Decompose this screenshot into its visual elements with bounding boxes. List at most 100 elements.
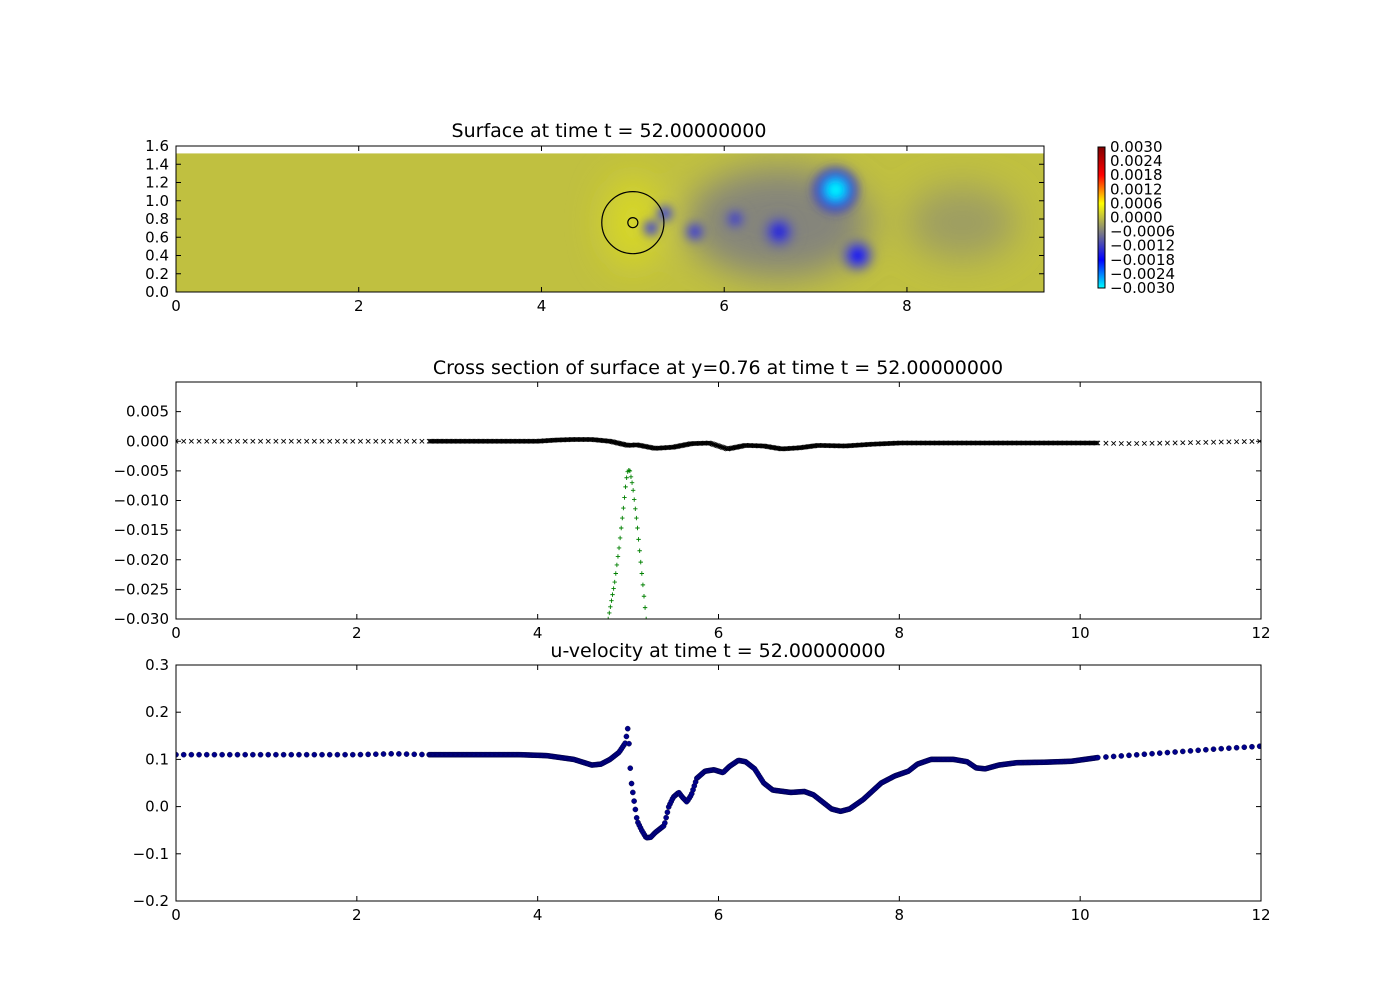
surface-elevation-point bbox=[1234, 439, 1240, 445]
u-velocity-marks bbox=[176, 725, 1261, 841]
surface-elevation-point bbox=[1195, 439, 1201, 446]
cross-section-x-tick-label: 2 bbox=[352, 624, 362, 642]
cross-section-y-tick-label: −0.030 bbox=[113, 610, 169, 628]
u-velocity-point bbox=[203, 751, 210, 758]
u-velocity-point bbox=[326, 751, 333, 758]
surface-elevation-point bbox=[1249, 438, 1255, 444]
bottom-depression-point bbox=[617, 535, 623, 541]
bottom-depression-point bbox=[613, 571, 618, 576]
u-velocity-point bbox=[1141, 751, 1148, 758]
surface-elevation-point bbox=[327, 438, 333, 444]
u-velocity-point bbox=[311, 751, 318, 758]
surface-elevation-point bbox=[234, 438, 241, 444]
bottom-depression-point bbox=[632, 497, 637, 502]
body-outline-circle bbox=[601, 191, 665, 255]
u-velocity-point bbox=[628, 780, 635, 787]
u-velocity-point bbox=[403, 751, 410, 757]
surface-elevation-point bbox=[365, 438, 371, 444]
u-velocity-point bbox=[663, 814, 669, 821]
colorbar-tick-label: −0.0024 bbox=[1110, 265, 1175, 283]
surface-y-tick-label: 1.6 bbox=[145, 137, 169, 155]
surface-field bbox=[176, 146, 1044, 292]
u-velocity-point bbox=[388, 750, 394, 757]
surface-elevation-point bbox=[1211, 439, 1217, 445]
surface-elevation-point bbox=[1094, 440, 1100, 446]
u-velocity-point bbox=[242, 751, 248, 758]
surface-elevation-point bbox=[1218, 439, 1224, 445]
u-velocity-point bbox=[411, 751, 418, 758]
surface-elevation-point bbox=[411, 438, 417, 444]
cross-section-y-tick-label: 0.000 bbox=[126, 432, 169, 450]
bottom-depression-point bbox=[605, 616, 611, 619]
surface-x-tick-label: 4 bbox=[537, 297, 547, 315]
bottom-depression-point bbox=[634, 515, 639, 521]
surface-y-tick-label: 0.4 bbox=[145, 247, 169, 265]
u-velocity-point bbox=[373, 751, 379, 757]
surface-elevation-point bbox=[1180, 440, 1186, 446]
u-velocity-point bbox=[631, 798, 637, 804]
u-velocity-y-tick-label: −0.2 bbox=[133, 892, 169, 910]
bottom-depression-point bbox=[627, 468, 633, 474]
surface-outside-domain bbox=[176, 146, 1044, 154]
surface-elevation-point bbox=[404, 438, 410, 444]
surface-elevation-point bbox=[1141, 440, 1147, 446]
u-velocity-point bbox=[1241, 744, 1248, 751]
surface-elevation-point bbox=[373, 438, 379, 444]
surface-elevation-point bbox=[188, 438, 194, 444]
surface-elevation-point bbox=[1149, 440, 1155, 446]
u-velocity-point bbox=[1226, 745, 1232, 751]
u-velocity-point bbox=[1103, 754, 1109, 760]
surface-x-tick-label: 8 bbox=[902, 297, 912, 315]
u-velocity-point bbox=[1187, 748, 1194, 754]
colorbar-tick-label: 0.0000 bbox=[1110, 209, 1163, 227]
bottom-depression-point bbox=[637, 548, 642, 553]
bottom-depression-point bbox=[621, 505, 626, 511]
surface-elevation-point bbox=[350, 438, 356, 444]
u-velocity-point bbox=[1195, 747, 1201, 754]
surface-panel: Surface at time t = 52.00000000 0 2 4 6 8 0.0… bbox=[145, 120, 1175, 315]
bottom-depression-point bbox=[630, 488, 636, 493]
surface-elevation-point bbox=[250, 438, 256, 444]
colorbar-tick-label: 0.0006 bbox=[1110, 194, 1163, 212]
bottom-depression-point bbox=[639, 571, 645, 576]
bottom-depression-point bbox=[619, 525, 624, 531]
u-velocity-point bbox=[273, 751, 279, 758]
u-velocity-point bbox=[188, 751, 195, 758]
u-velocity-point bbox=[342, 751, 348, 758]
surface-y-tick-label: 1.4 bbox=[145, 155, 169, 173]
u-velocity-point bbox=[1179, 748, 1186, 755]
surface-blob-core bbox=[648, 225, 654, 232]
surface-elevation-point bbox=[1111, 440, 1117, 446]
surface-elevation-point bbox=[334, 438, 340, 444]
u-velocity-point bbox=[627, 765, 634, 771]
u-velocity-point bbox=[633, 815, 640, 821]
surface-y-tick-label: 0.6 bbox=[145, 228, 169, 246]
surface-frame bbox=[175, 145, 1045, 293]
u-velocity-point bbox=[234, 751, 241, 758]
surface-y-tick-label: 0.0 bbox=[145, 283, 169, 301]
u-velocity-point bbox=[1133, 751, 1140, 758]
u-velocity-y-tick-label: 0.3 bbox=[145, 656, 169, 674]
surface-y-tick-label: 1.0 bbox=[145, 192, 169, 210]
colorbar-ticks: 0.00300.00240.00180.00120.00060.0000−0.0… bbox=[1110, 138, 1175, 297]
surface-elevation-point bbox=[227, 438, 233, 444]
surface-elevation-point bbox=[181, 438, 187, 444]
surface-title: Surface at time t = 52.00000000 bbox=[452, 120, 767, 142]
surface-blob-core bbox=[772, 225, 786, 239]
u-velocity-point bbox=[334, 751, 341, 758]
cross-section-x-tick-label: 4 bbox=[533, 624, 543, 642]
u-velocity-point bbox=[265, 751, 272, 758]
cross-section-y-tick-label: −0.015 bbox=[113, 521, 169, 539]
surface-elevation-point bbox=[1095, 440, 1101, 446]
u-velocity-point bbox=[623, 733, 630, 740]
bottom-depression-point bbox=[612, 579, 617, 585]
u-velocity-point bbox=[1126, 752, 1132, 759]
u-velocity-point bbox=[1218, 745, 1225, 752]
surface-elevation-point bbox=[396, 438, 402, 444]
surface-elevation-point bbox=[1241, 439, 1247, 445]
u-velocity-point bbox=[626, 740, 632, 747]
u-velocity-point bbox=[396, 751, 402, 757]
colorbar-tick-label: 0.0030 bbox=[1110, 138, 1163, 156]
bottom-depression-point bbox=[616, 545, 622, 551]
